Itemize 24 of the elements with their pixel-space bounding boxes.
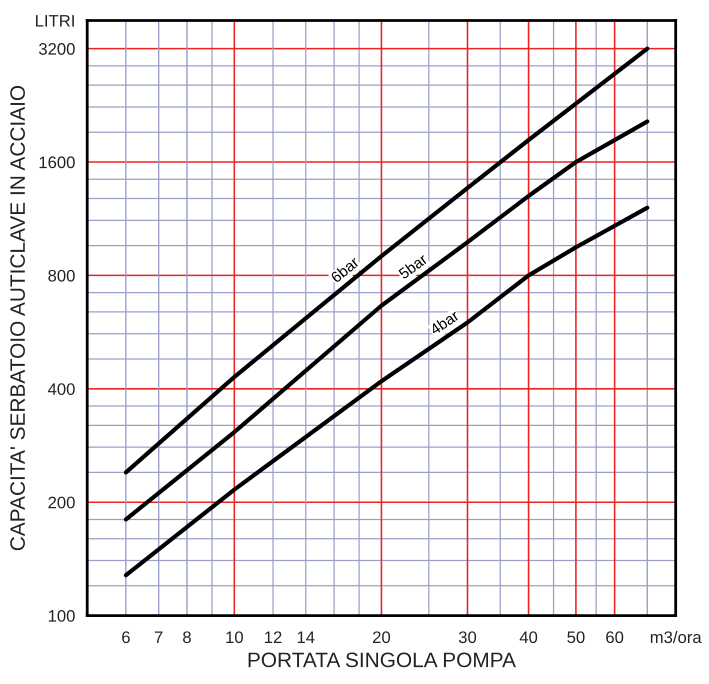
x-tick-label: 6	[122, 631, 130, 644]
text: 4bar	[428, 309, 460, 336]
y-tick-label: 100	[48, 610, 75, 622]
x-tick-label: 20	[373, 631, 390, 644]
x-axis-title: PORTATA SINGOLA POMPA	[248, 652, 516, 668]
x-tick-label: 12	[265, 631, 282, 643]
y-tick-label: 400	[48, 383, 75, 396]
x-tick-label: 30	[458, 631, 476, 644]
y-tick-label: 800	[48, 270, 75, 282]
x-tick-label: 10	[226, 631, 243, 644]
text: 6bar	[330, 256, 360, 284]
y-tick-label: 3200	[38, 43, 75, 55]
x-tick-label: 8	[183, 631, 191, 644]
x-tick-label: m3/ora	[650, 630, 702, 644]
x-tick-label: 60	[606, 631, 624, 644]
text: 5bar	[398, 252, 428, 280]
y-tick-label: 1600	[40, 156, 75, 168]
x-tick-label: 50	[567, 631, 585, 644]
x-tick-label: 40	[520, 631, 538, 644]
y-tick-label: 200	[48, 496, 75, 508]
y-tick-label: LITRI	[36, 15, 74, 27]
x-tick-label: 7	[154, 631, 162, 643]
y-axis-title: CAPACITA' SERBATOIO AUTICLAVE IN ACCIAIO	[10, 86, 25, 550]
x-tick-label: 14	[298, 631, 315, 643]
